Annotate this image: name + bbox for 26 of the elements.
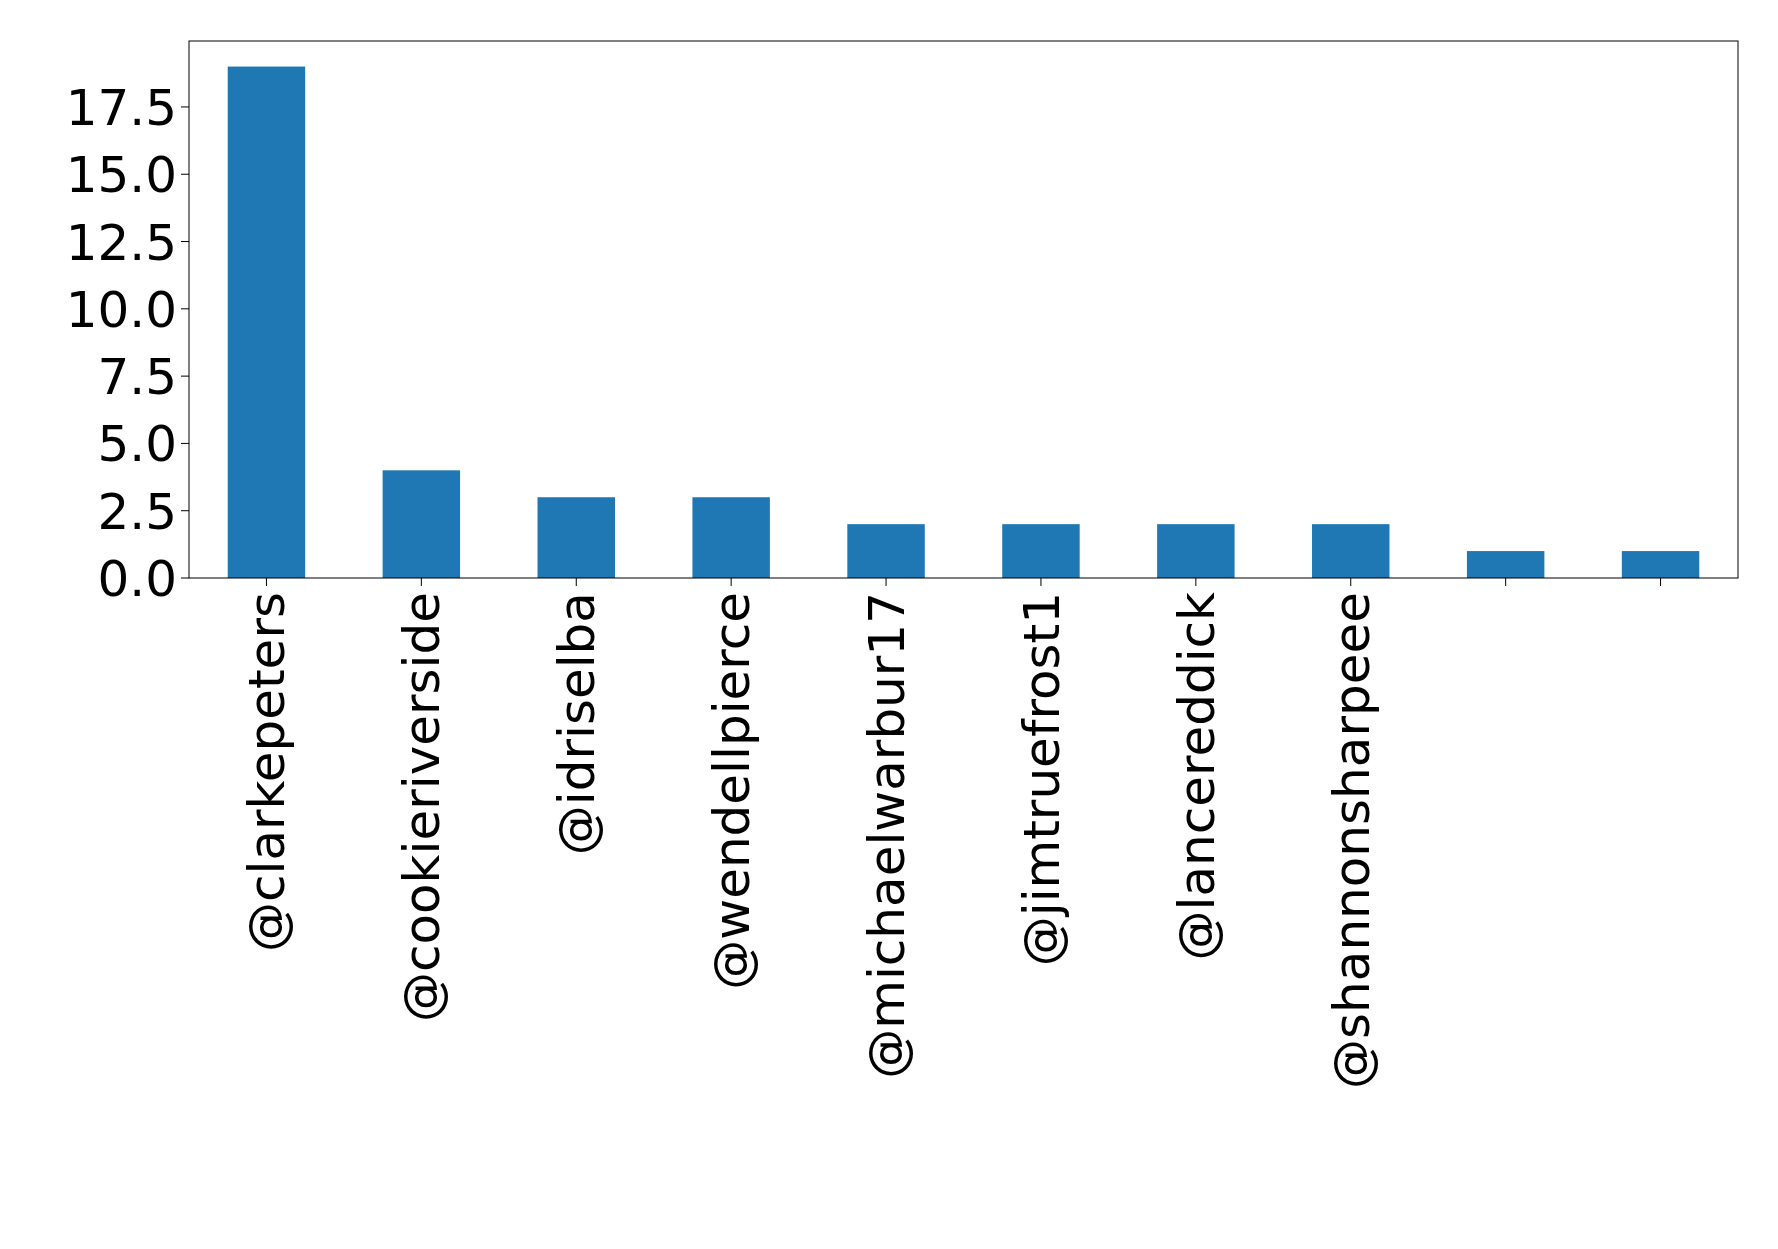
y-tick-label: 10.0 (65, 280, 177, 339)
bar (537, 497, 615, 578)
y-tick-label: 5.0 (97, 415, 177, 474)
bar (1157, 524, 1235, 578)
bar (1466, 551, 1545, 578)
y-tick-label: 7.5 (97, 348, 177, 407)
y-tick-label: 12.5 (65, 213, 177, 272)
bar (692, 497, 770, 578)
y-tick-label: 17.5 (65, 78, 177, 137)
x-tick-label: @idriselba (548, 592, 607, 856)
bar (1621, 551, 1700, 578)
x-tick-label: @michaelwarbur17 (858, 592, 917, 1079)
x-tick-label: @cookieriverside (393, 592, 452, 1023)
bar (847, 524, 925, 578)
bar (1002, 524, 1080, 578)
y-tick-label: 2.5 (97, 482, 177, 541)
x-tick-label: @lancereddick (1167, 591, 1226, 961)
x-tick-label: @wendellpierce (703, 592, 762, 990)
x-tick-label: @clarkepeters (238, 592, 297, 952)
bar (227, 66, 306, 578)
x-tick-label: @shannonsharpeee (1322, 592, 1381, 1089)
bar (382, 470, 461, 578)
y-tick-label: 0.0 (97, 550, 177, 608)
x-tick-label: @jimtruefrost1 (1012, 592, 1071, 967)
bar (1312, 524, 1390, 578)
y-tick-label: 15.0 (65, 146, 177, 205)
